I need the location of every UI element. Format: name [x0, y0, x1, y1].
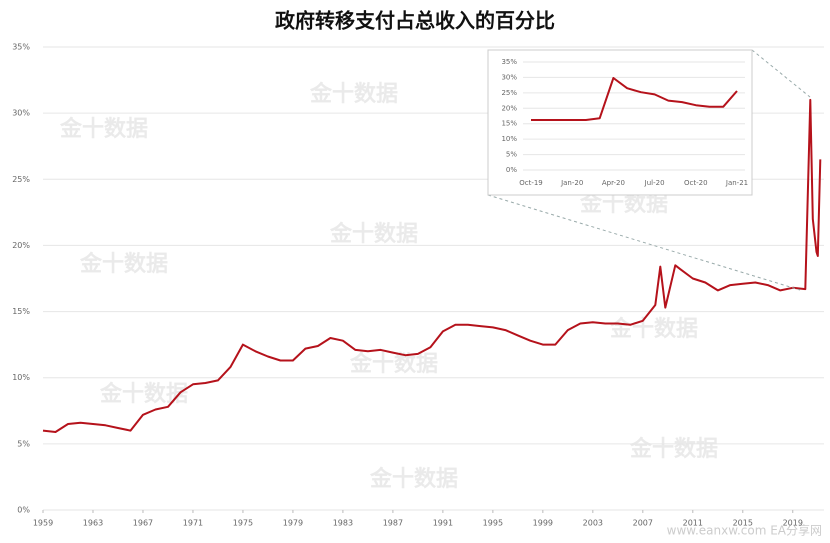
data-line	[531, 77, 738, 121]
x-tick-label: Jul-20	[644, 179, 665, 187]
x-tick-label: Apr-20	[602, 179, 625, 187]
x-tick-label: Oct-19	[519, 179, 543, 187]
y-tick-label: 35%	[12, 43, 30, 52]
x-tick-label: 2015	[733, 519, 753, 528]
y-tick-label: 25%	[501, 89, 517, 97]
data-line	[42, 98, 822, 433]
inset-frame	[487, 49, 753, 196]
watermark: 金十数据	[349, 351, 438, 377]
watermark: 金十数据	[369, 466, 458, 492]
y-tick-label: 30%	[12, 109, 30, 118]
x-tick-label: 1995	[483, 519, 503, 528]
watermark: 金十数据	[99, 381, 188, 407]
y-tick-label: 15%	[12, 307, 30, 316]
watermark: 金十数据	[329, 221, 418, 247]
y-tick-label: 10%	[12, 373, 30, 382]
y-tick-label: 5%	[17, 439, 30, 448]
watermark: 金十数据	[609, 316, 698, 342]
x-tick-label: 1999	[533, 519, 553, 528]
x-tick-label: 1967	[133, 519, 153, 528]
watermarks: 金十数据 金十数据 金十数据 金十数据 金十数据 金十数据 金十数据 金十数据 …	[59, 81, 718, 492]
y-tick-label: 5%	[506, 151, 517, 159]
chart-title: 政府转移支付占总收入的百分比	[275, 9, 555, 33]
watermark: 金十数据	[629, 436, 718, 462]
x-tick-label: 2019	[783, 519, 803, 528]
watermark: 金十数据	[59, 116, 148, 142]
y-tick-label: 10%	[501, 135, 517, 143]
x-tick-label: 1959	[33, 519, 53, 528]
watermark: 金十数据	[79, 251, 168, 277]
source-watermark: www.eanxw.com EA分享网	[667, 523, 822, 538]
y-tick-label: 25%	[12, 175, 30, 184]
y-tick-label: 35%	[501, 58, 517, 66]
x-tick-label: Jan-20	[560, 179, 583, 187]
x-tick-label: 2011	[683, 519, 703, 528]
x-tick-label: 1975	[233, 519, 253, 528]
x-tick-label: 1987	[383, 519, 403, 528]
x-tick-label: 1971	[183, 519, 203, 528]
inset-connector	[751, 49, 811, 98]
y-tick-label: 30%	[501, 73, 517, 81]
watermark: 金十数据	[309, 81, 398, 107]
inset-connector	[487, 194, 801, 291]
x-tick-label: 1983	[333, 519, 353, 528]
x-tick-label: Jan-21	[725, 179, 748, 187]
y-tick-label: 15%	[501, 120, 517, 128]
y-tick-label: 20%	[501, 104, 517, 112]
x-tick-label: 2003	[583, 519, 603, 528]
x-tick-label: 2007	[633, 519, 653, 528]
x-tick-label: Oct-20	[684, 179, 708, 187]
x-tick-label: 1991	[433, 519, 453, 528]
inset-plot: 0% 5% 10% 15% 20% 25% 30% 35% Oct-19 Jan-20 Apr-20…	[501, 58, 748, 187]
x-tick-label: 1963	[83, 519, 103, 528]
y-tick-label: 0%	[506, 166, 517, 174]
main-plot: 0% 5% 10% 15% 20% 25% 30% 35% 1959 1963 1967 1971 19…	[12, 43, 824, 528]
y-tick-label: 20%	[12, 241, 30, 250]
x-tick-label: 1979	[283, 519, 303, 528]
y-tick-label: 0%	[17, 506, 30, 515]
